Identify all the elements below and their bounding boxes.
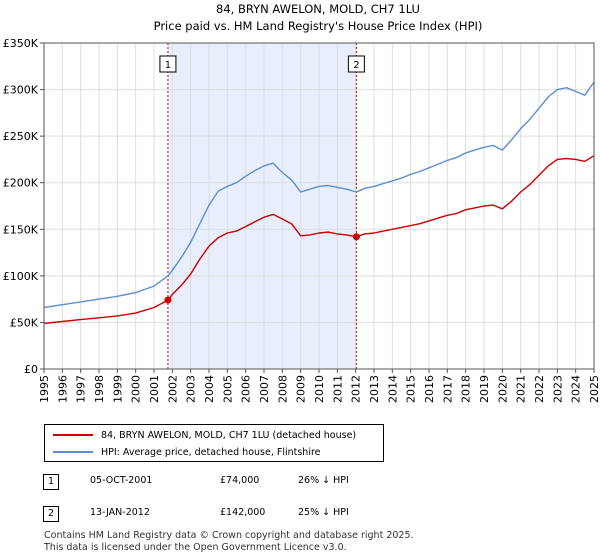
x-tick-label: 2003 xyxy=(185,375,198,403)
hpi-line xyxy=(43,81,595,309)
legend-swatch-property xyxy=(53,434,93,436)
x-tick-label: 2023 xyxy=(551,375,564,403)
y-tick-label: £150K xyxy=(3,223,39,236)
x-tick-label: 1999 xyxy=(111,375,124,403)
chart-title: 84, BRYN AWELON, MOLD, CH7 1LU xyxy=(216,2,420,16)
x-tick-label: 2004 xyxy=(203,375,216,403)
legend-label-hpi: HPI: Average price, detached house, Flin… xyxy=(101,446,321,458)
x-tick-label: 1998 xyxy=(93,375,106,403)
x-tick-label: 2000 xyxy=(130,375,143,403)
x-tick-label: 2006 xyxy=(240,375,253,403)
x-tick-label: 2019 xyxy=(478,375,491,403)
x-tick-label: 2009 xyxy=(295,375,308,403)
x-tick-label: 2010 xyxy=(313,375,326,403)
sale-price: £142,000 xyxy=(220,507,266,518)
x-tick-label: 2001 xyxy=(148,375,161,403)
x-tick-label: 2014 xyxy=(386,375,399,403)
x-tick-label: 1995 xyxy=(38,375,51,403)
sale-date: 05-OCT-2001 xyxy=(90,475,153,486)
footer-line-licence: This data is licensed under the Open Gov… xyxy=(44,542,347,553)
x-tick-label: 2012 xyxy=(350,375,363,403)
y-tick-label: £250K xyxy=(3,130,39,143)
x-tick-label: 2020 xyxy=(496,375,509,403)
x-tick-label: 2016 xyxy=(423,375,436,403)
x-tick-label: 2024 xyxy=(570,375,583,403)
sale-marker-label: 1 xyxy=(165,60,171,71)
x-tick-label: 2005 xyxy=(221,375,234,403)
x-tick-label: 2011 xyxy=(331,375,344,403)
x-tick-label: 2018 xyxy=(460,375,473,403)
sale-row: 2 13-JAN-2012 £142,000 25% ↓ HPI xyxy=(0,506,600,522)
legend-label-property: 84, BRYN AWELON, MOLD, CH7 1LU (detached… xyxy=(101,429,357,441)
y-tick-label: £300K xyxy=(3,84,39,97)
footer-line-copyright: Contains HM Land Registry data © Crown c… xyxy=(44,530,414,541)
sale-marker-box xyxy=(159,55,177,73)
sale-hpi-diff: 25% ↓ HPI xyxy=(298,507,349,518)
y-tick-label: £350K xyxy=(3,37,39,50)
sale-marker-box xyxy=(347,55,365,73)
x-tick-label: 1997 xyxy=(75,375,88,403)
sale-date: 13-JAN-2012 xyxy=(90,507,150,518)
x-tick-label: 2007 xyxy=(258,375,271,403)
y-tick-label: £0 xyxy=(24,363,38,376)
price-chart: 84, BRYN AWELON, MOLD, CH7 1LU Price pai… xyxy=(3,2,600,403)
y-tick-label: £50K xyxy=(10,316,39,329)
legend-item-property: 84, BRYN AWELON, MOLD, CH7 1LU (detached… xyxy=(53,428,356,442)
ownership-shading xyxy=(167,43,357,369)
footer-attribution: Contains HM Land Registry data © Crown c… xyxy=(44,530,414,554)
y-tick-label: £200K xyxy=(3,177,39,190)
chart-legend: 84, BRYN AWELON, MOLD, CH7 1LU (detached… xyxy=(44,424,384,462)
x-tick-label: 2002 xyxy=(166,375,179,403)
x-tick-label: 2022 xyxy=(533,375,546,403)
sale-price: £74,000 xyxy=(220,475,260,486)
sale-row: 1 05-OCT-2001 £74,000 26% ↓ HPI xyxy=(0,474,600,490)
sale-hpi-diff: 26% ↓ HPI xyxy=(298,475,349,486)
x-tick-label: 2013 xyxy=(368,375,381,403)
property-line xyxy=(43,155,595,325)
sale-number-badge: 1 xyxy=(43,474,59,490)
x-tick-label: 2008 xyxy=(276,375,289,403)
legend-item-hpi: HPI: Average price, detached house, Flin… xyxy=(53,445,321,459)
legend-swatch-hpi xyxy=(53,451,93,453)
sale-point xyxy=(164,296,172,304)
sale-number-badge: 2 xyxy=(43,506,59,522)
sale-point xyxy=(352,233,360,241)
x-tick-label: 2015 xyxy=(405,375,418,403)
y-tick-label: £100K xyxy=(3,270,39,283)
x-tick-label: 2025 xyxy=(588,375,600,403)
x-tick-label: 1996 xyxy=(56,375,69,403)
sale-marker-label: 2 xyxy=(353,60,359,71)
x-tick-label: 2017 xyxy=(441,375,454,403)
x-tick-label: 2021 xyxy=(515,375,528,403)
chart-subtitle: Price paid vs. HM Land Registry's House … xyxy=(154,19,483,33)
